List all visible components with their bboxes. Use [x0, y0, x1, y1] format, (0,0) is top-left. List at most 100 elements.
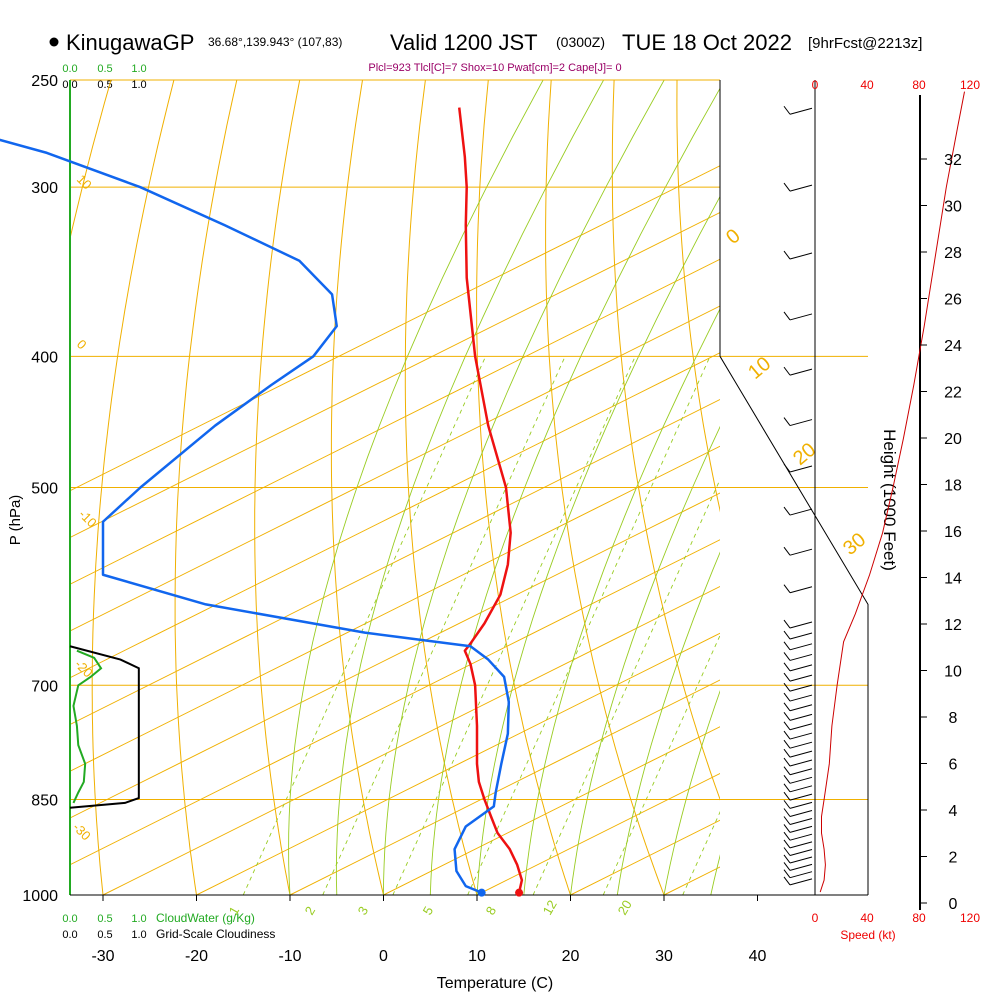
valid-date: TUE 18 Oct 2022: [622, 30, 792, 55]
wind-speed-line: [819, 91, 965, 893]
height-tick-label: 22: [944, 385, 962, 402]
pressure-tick-label: 400: [31, 349, 58, 366]
moist-adiabat-line: [383, 80, 665, 895]
dry-adiabat-line: [740, 56, 960, 924]
wind-barb-flag: [783, 757, 791, 767]
temperature-line: [457, 107, 524, 893]
cloudwater-line: [72, 649, 103, 804]
wind-barb-flag: [783, 250, 791, 260]
dry-adiabat-line: [926, 56, 1000, 924]
cloud-scale-bottom: 0.0 0.5 1.0 CloudWater (g/Kg) 0.0 0.5 1.…: [62, 911, 275, 941]
speed-tick-label: 120: [960, 78, 980, 92]
wind-barb: [789, 694, 813, 702]
speed-axis-label: Speed (kt): [840, 928, 895, 942]
right-frame-diagonal: [719, 356, 869, 895]
mixing-ratio-label: 20: [615, 897, 635, 917]
speed-tick-label: 120: [960, 911, 980, 925]
moist-adiabat-line: [288, 80, 544, 895]
speed-tick-label: 80: [912, 911, 926, 925]
wind-barb-flag: [783, 847, 791, 856]
speed-tick-label: 0: [812, 78, 819, 92]
wind-barb-flag: [783, 641, 791, 651]
wind-barb-flag: [783, 662, 791, 672]
height-tick-label: 8: [949, 710, 958, 727]
height-tick-label: 20: [944, 431, 962, 448]
cloudwater-label: CloudWater (g/Kg): [156, 911, 255, 925]
isotherm-line: [851, 80, 1000, 895]
height-tick-label: 14: [944, 571, 962, 588]
wind-barb: [789, 741, 813, 749]
wind-barb: [789, 653, 813, 661]
height-tick-label: 30: [944, 199, 962, 216]
wind-barb: [789, 833, 813, 841]
wind-barb: [789, 419, 813, 427]
wind-barb: [789, 818, 813, 825]
cloud-black-tick: 0.5: [97, 929, 112, 941]
wind-barb-flag: [783, 630, 791, 640]
height-tick-label: 2: [949, 850, 958, 867]
moist-adiabat-line: [335, 80, 604, 895]
forecast-label: [9hrFcst@2213z]: [808, 35, 922, 52]
wind-barb-flag: [783, 739, 791, 749]
wind-barb-flag: [783, 682, 791, 692]
height-tick-label: 24: [944, 338, 962, 355]
station-name: KinugawaGP: [66, 30, 194, 55]
wind-barb-flag: [783, 775, 791, 784]
wind-barb-flag: [783, 463, 791, 473]
moist-adiabat-line: [570, 425, 720, 895]
speed-tick-label: 80: [912, 78, 926, 92]
pressure-tick-label: 300: [31, 180, 58, 197]
wind-barb-flag: [783, 816, 791, 825]
height-tick-label: 12: [944, 617, 962, 634]
wind-barb-flag: [783, 869, 791, 878]
wind-barb: [789, 664, 813, 672]
wind-barb: [789, 713, 813, 721]
wind-barb-flag: [783, 672, 791, 682]
x-axis-label: Temperature (C): [437, 975, 553, 992]
mixing-ratio-line: [467, 356, 711, 895]
dry-adiabat-line: [254, 80, 301, 895]
wind-barb: [789, 759, 813, 767]
wind-barb: [789, 750, 813, 758]
dry-adiabat-line: [988, 56, 1000, 924]
height-tick-label: 26: [944, 292, 962, 309]
dry-adiabat-line: [802, 56, 1000, 924]
height-tick-label: 0: [949, 896, 958, 913]
y-axis-label: P (hPa): [7, 495, 24, 546]
cloud-green-tick: 0.5: [97, 913, 112, 925]
height-tick-label: 4: [949, 803, 958, 820]
wind-barb-flag: [783, 808, 791, 817]
wind-barb-flag: [783, 783, 791, 793]
dry-adiabat-label: -30: [70, 820, 94, 844]
isotherm-label: -10: [76, 507, 100, 531]
moist-adiabat-line: [523, 307, 720, 895]
cloud-green-tick: 0.0: [62, 63, 77, 75]
wind-barb-flag: [783, 702, 791, 712]
wind-barb: [789, 849, 813, 856]
wind-barb: [789, 632, 813, 640]
wind-barb: [789, 776, 813, 784]
station-coords: 36.68°,139.943° (107,83): [208, 35, 342, 49]
height-tick-label: 32: [944, 152, 962, 169]
mixing-ratio-label: 8: [483, 904, 500, 918]
cloud-green-tick: 0.5: [97, 63, 112, 75]
valid-time: Valid 1200 JST: [390, 30, 538, 55]
cloud-black-tick: 1.0: [131, 929, 146, 941]
dry-adiabat-line: [611, 80, 720, 801]
wind-barb-flag: [783, 748, 791, 758]
wind-barb-flag: [783, 791, 791, 801]
moist-adiabat-line: [616, 551, 720, 895]
wind-barb: [789, 801, 813, 809]
pressure-tick-label: 250: [31, 73, 58, 90]
dry-adiabat-line: [174, 80, 238, 895]
mixing-ratio-line: [242, 356, 487, 895]
wind-barb: [789, 586, 813, 594]
wind-barb: [789, 732, 813, 740]
wind-barb: [789, 674, 813, 682]
x-tick-label: -20: [185, 948, 208, 965]
isotherm-label: 10: [74, 172, 95, 193]
pressure-tick-label: 1000: [22, 888, 58, 905]
grid-group: [70, 56, 1000, 924]
